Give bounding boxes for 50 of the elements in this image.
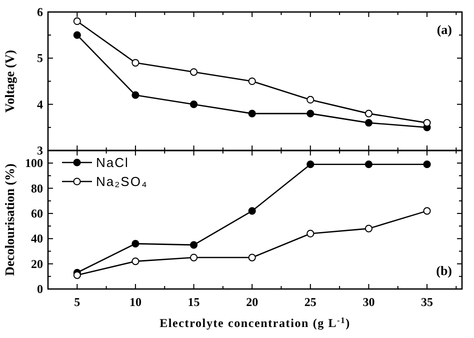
- y-axis-title: Decolourisation (%): [2, 164, 17, 276]
- y-tick-label: 0: [37, 282, 43, 296]
- point: [306, 96, 314, 104]
- point: [248, 207, 256, 215]
- y-tick-label: 6: [37, 5, 43, 19]
- x-tick-label: 20: [246, 295, 258, 309]
- y-tick-label: 3: [37, 144, 43, 158]
- y-tick-label: 100: [25, 156, 43, 170]
- point: [306, 160, 314, 168]
- y-tick-label: 80: [31, 181, 43, 196]
- point: [248, 254, 256, 262]
- point: [248, 77, 256, 86]
- x-tick-label: 5: [74, 295, 80, 309]
- point: [73, 17, 81, 26]
- point: [248, 110, 256, 118]
- x-tick-label: 35: [421, 295, 434, 309]
- legend-label: Na₂SO₄: [96, 174, 148, 189]
- point: [73, 31, 81, 39]
- point: [132, 91, 140, 99]
- point: [190, 100, 198, 108]
- y-tick-label: 5: [37, 51, 43, 66]
- x-tick-label: 30: [362, 295, 375, 309]
- y-tick-label: 20: [31, 256, 43, 271]
- annotation: (b): [436, 263, 452, 278]
- x-axis-title: Electrolyte concentration (g L$^{-1}$): [160, 316, 350, 330]
- point: [364, 119, 373, 127]
- y-tick-label: 4: [37, 97, 43, 112]
- point: [73, 271, 81, 279]
- y-tick-label: 60: [31, 206, 43, 220]
- x-tick-label: 10: [129, 295, 142, 309]
- point: [364, 224, 373, 232]
- x-tick-label: 25: [304, 295, 316, 309]
- point: [423, 160, 431, 168]
- point: [364, 110, 373, 118]
- point: [364, 160, 373, 168]
- point: [306, 230, 314, 238]
- point: [423, 119, 431, 127]
- y-axis-title: Voltage (V): [2, 50, 17, 113]
- point: [306, 110, 314, 118]
- point: [190, 68, 198, 76]
- point: [132, 258, 140, 266]
- point: [190, 254, 198, 262]
- point: [190, 241, 198, 249]
- legend-label: NaCl: [96, 155, 129, 170]
- x-tick-label: 15: [188, 295, 200, 309]
- annotation: (a): [436, 22, 452, 37]
- y-tick-label: 40: [31, 232, 43, 246]
- point: [132, 58, 140, 67]
- point: [132, 240, 140, 248]
- point: [423, 207, 431, 215]
